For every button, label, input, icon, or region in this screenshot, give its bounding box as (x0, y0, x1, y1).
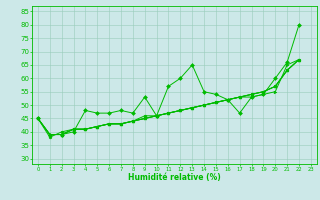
X-axis label: Humidité relative (%): Humidité relative (%) (128, 173, 221, 182)
